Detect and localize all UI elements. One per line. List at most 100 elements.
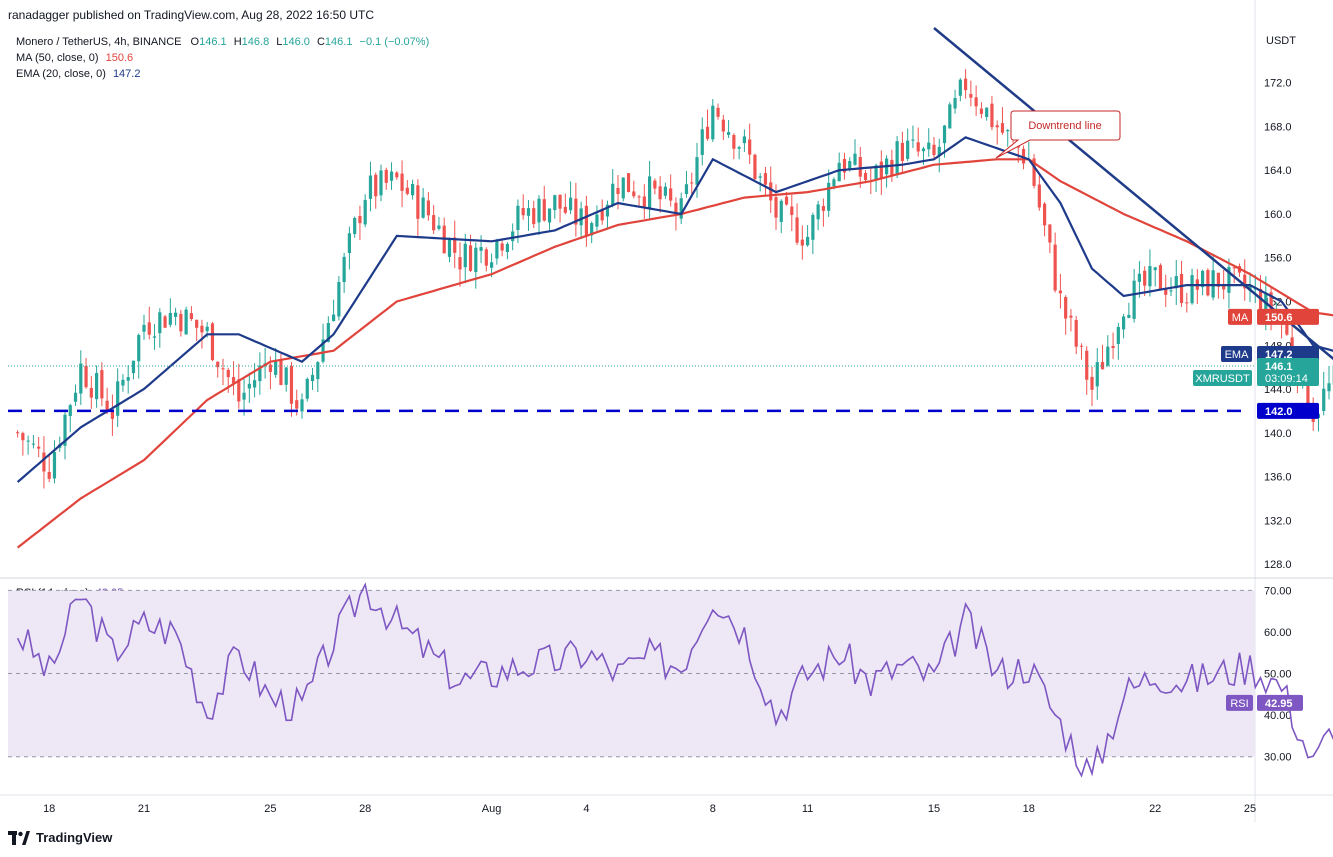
- candle-body: [374, 174, 378, 197]
- candle-body: [110, 409, 114, 419]
- candle-body: [853, 153, 857, 165]
- candle-body: [1148, 266, 1152, 287]
- price-axis-tick: 128.0: [1264, 559, 1292, 571]
- candle-body: [1079, 345, 1084, 347]
- candle-body: [974, 97, 978, 107]
- candle-body: [468, 245, 473, 271]
- candle-body: [16, 432, 20, 434]
- candle-body: [827, 182, 831, 211]
- candle-body: [879, 161, 883, 179]
- candle-body: [711, 105, 715, 140]
- legend-ema-label: EMA (20, close, 0): [16, 68, 106, 80]
- candle-body: [1158, 265, 1163, 291]
- candle-body: [927, 142, 931, 150]
- candle-body: [200, 325, 204, 333]
- candle-body: [1090, 376, 1094, 390]
- candle-body: [874, 165, 878, 180]
- candle-body: [295, 400, 299, 409]
- candle-body: [1095, 362, 1099, 387]
- candle-body: [37, 446, 41, 449]
- candle-body: [948, 104, 952, 129]
- candle-body: [490, 262, 494, 268]
- candle-body: [42, 452, 46, 472]
- candle-body: [458, 257, 462, 270]
- rsi-axis-tick: 30.00: [1264, 752, 1292, 764]
- candle-body: [700, 129, 704, 155]
- legend-symbol: Monero / TetherUS, 4h, BINANCE: [16, 36, 182, 48]
- candle-body: [806, 236, 810, 246]
- candle-body: [453, 237, 457, 253]
- candle-body: [721, 119, 725, 132]
- candle-body: [716, 107, 720, 117]
- price-badge-tag: EMA: [1225, 349, 1250, 361]
- candle-body: [1153, 267, 1157, 271]
- candle-body: [1232, 267, 1236, 269]
- candle-body: [332, 314, 336, 322]
- legend-l-value: 146.0: [282, 36, 310, 48]
- candle-body: [563, 206, 567, 213]
- candle-body: [416, 185, 420, 219]
- candle-body: [63, 414, 67, 446]
- candle-body: [73, 392, 78, 402]
- candle-body: [247, 383, 251, 389]
- candle-body: [1169, 290, 1173, 292]
- candle-body: [769, 182, 773, 201]
- rsi-badge-tag: RSI: [1230, 698, 1248, 710]
- legend-change: −0.1 (−0.07%): [359, 36, 430, 48]
- candle-body: [1227, 267, 1231, 293]
- candle-body: [526, 208, 531, 216]
- candle-body: [174, 312, 178, 317]
- candle-body: [663, 186, 667, 196]
- candle-body: [421, 197, 425, 218]
- candle-body: [147, 322, 151, 335]
- candle-body: [1053, 244, 1057, 291]
- candle-body: [705, 126, 710, 139]
- candle-body: [1000, 123, 1005, 133]
- footer-brand: TradingView: [8, 830, 112, 845]
- candle-body: [995, 125, 999, 128]
- candle-body: [969, 94, 973, 98]
- price-axis-unit: USDT: [1266, 35, 1296, 47]
- candle-body: [679, 198, 683, 219]
- candle-body: [642, 196, 646, 207]
- candle-body: [274, 359, 278, 375]
- date-axis-tick: 25: [1244, 803, 1256, 815]
- price-badge-value: 146.1: [1265, 361, 1293, 373]
- candle-body: [432, 215, 436, 231]
- candle-body: [1116, 326, 1120, 344]
- price-axis-tick: 152.0: [1264, 297, 1292, 309]
- candle-body: [152, 336, 157, 338]
- candle-body: [553, 195, 557, 211]
- candle-body: [1085, 350, 1089, 380]
- candle-body: [258, 365, 262, 382]
- candle-body: [958, 79, 962, 96]
- price-badge-bg: [1257, 402, 1319, 419]
- date-axis-tick: 4: [583, 803, 589, 815]
- candle-body: [569, 197, 573, 211]
- candle-body: [1222, 284, 1226, 290]
- candle-body: [1201, 270, 1205, 288]
- price-axis-tick: 168.0: [1264, 121, 1292, 133]
- candle-body: [216, 361, 220, 368]
- price-axis-tick: 156.0: [1264, 253, 1292, 265]
- candle-body: [495, 240, 499, 259]
- candle-body: [784, 196, 789, 205]
- price-axis-tick: 160.0: [1264, 209, 1292, 221]
- candle-body: [363, 199, 367, 225]
- candle-body: [210, 323, 215, 361]
- candle-body: [484, 249, 488, 266]
- candle-body: [521, 207, 525, 216]
- candle-body: [732, 135, 736, 149]
- candle-body: [1106, 346, 1110, 366]
- price-axis-tick: 164.0: [1264, 165, 1292, 177]
- candle-body: [1100, 362, 1105, 370]
- legend-c-value: 146.1: [324, 36, 353, 48]
- candle-body: [906, 140, 910, 159]
- candle-body: [163, 316, 167, 328]
- rsi-axis-tick: 40.00: [1264, 710, 1292, 722]
- candle-body: [89, 387, 93, 398]
- candle-body: [95, 373, 99, 400]
- rsi-axis-tick: 60.00: [1264, 627, 1292, 639]
- legend-ma-label: MA (50, close, 0): [16, 52, 99, 64]
